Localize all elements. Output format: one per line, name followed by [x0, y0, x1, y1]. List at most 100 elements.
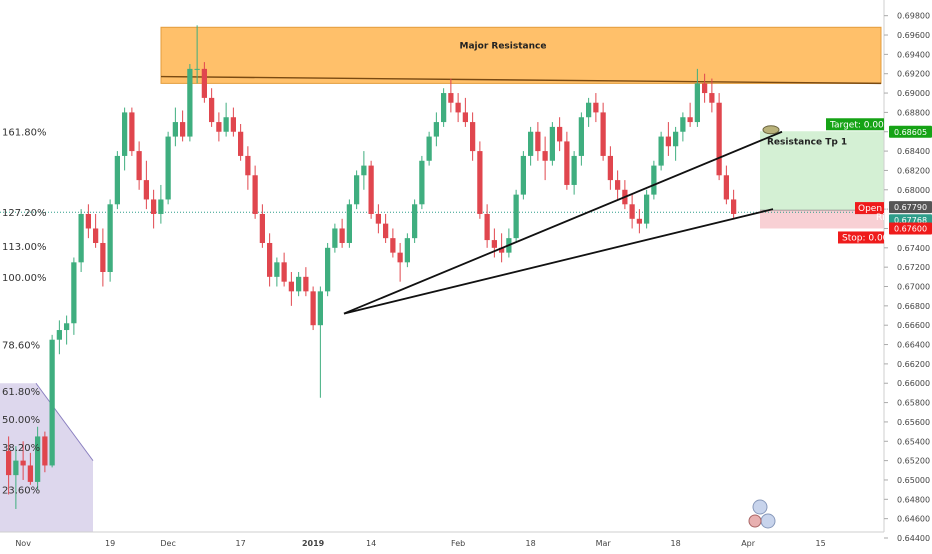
candle[interactable]: [64, 323, 70, 331]
candle[interactable]: [85, 213, 91, 229]
candle[interactable]: [375, 213, 381, 224]
candle[interactable]: [709, 93, 715, 103]
candle[interactable]: [165, 136, 171, 200]
candle[interactable]: [20, 460, 26, 466]
candle[interactable]: [694, 83, 700, 123]
candle[interactable]: [56, 330, 62, 340]
candle[interactable]: [665, 136, 671, 147]
event-flag-icon[interactable]: [748, 514, 762, 528]
candle[interactable]: [6, 450, 12, 476]
candle[interactable]: [687, 117, 693, 123]
candle[interactable]: [42, 436, 48, 466]
candle[interactable]: [259, 213, 265, 243]
candle[interactable]: [441, 93, 447, 123]
candle[interactable]: [368, 165, 374, 214]
candle[interactable]: [325, 247, 331, 292]
candle[interactable]: [114, 155, 120, 205]
candle[interactable]: [470, 122, 476, 152]
candle[interactable]: [107, 204, 113, 272]
candle[interactable]: [680, 117, 686, 132]
candle[interactable]: [644, 194, 650, 224]
candle[interactable]: [201, 68, 207, 98]
candle[interactable]: [288, 281, 294, 292]
candle[interactable]: [194, 68, 200, 70]
candle[interactable]: [462, 112, 468, 123]
candle[interactable]: [93, 228, 99, 243]
candle[interactable]: [122, 112, 128, 156]
candle[interactable]: [455, 102, 461, 113]
candle[interactable]: [578, 117, 584, 156]
target-zone[interactable]: [760, 131, 884, 211]
candle[interactable]: [27, 465, 33, 482]
resistance-zone[interactable]: [160, 26, 882, 84]
candle[interactable]: [723, 175, 729, 200]
trendline-upper[interactable]: [343, 130, 783, 315]
stop-label[interactable]: Stop: 0.001: [842, 233, 894, 243]
candle[interactable]: [100, 242, 106, 272]
candle[interactable]: [383, 223, 389, 239]
candle[interactable]: [731, 199, 737, 214]
candle[interactable]: [636, 218, 642, 224]
candle[interactable]: [491, 240, 497, 248]
candle[interactable]: [390, 238, 396, 253]
candle[interactable]: [535, 131, 541, 152]
candle[interactable]: [303, 276, 309, 292]
candle[interactable]: [296, 276, 302, 292]
candle[interactable]: [158, 199, 164, 214]
candle[interactable]: [433, 122, 439, 137]
candle[interactable]: [180, 122, 186, 137]
candle[interactable]: [607, 155, 613, 181]
candle[interactable]: [615, 180, 621, 190]
candle[interactable]: [716, 102, 722, 176]
candle[interactable]: [593, 102, 599, 113]
candle[interactable]: [419, 160, 425, 205]
candle[interactable]: [274, 262, 280, 277]
candle[interactable]: [426, 136, 432, 161]
candle[interactable]: [354, 175, 360, 205]
event-flag-icon[interactable]: [760, 513, 776, 529]
candle[interactable]: [78, 213, 84, 263]
open-label[interactable]: Open P&: [858, 204, 897, 214]
candle[interactable]: [557, 126, 563, 142]
candle[interactable]: [404, 238, 410, 263]
candle[interactable]: [209, 97, 215, 123]
candle[interactable]: [397, 252, 403, 263]
candle[interactable]: [571, 155, 577, 185]
candle[interactable]: [346, 204, 352, 243]
candle[interactable]: [267, 242, 273, 277]
candle[interactable]: [484, 213, 490, 241]
candle[interactable]: [586, 102, 592, 118]
candle[interactable]: [549, 126, 555, 161]
target-label[interactable]: Target: 0.0081: [829, 120, 895, 130]
candle[interactable]: [143, 180, 149, 200]
candle[interactable]: [223, 117, 229, 132]
candle[interactable]: [151, 199, 157, 214]
candle[interactable]: [528, 131, 534, 156]
candle[interactable]: [600, 112, 606, 156]
candle[interactable]: [317, 291, 323, 326]
candle[interactable]: [49, 339, 55, 466]
candle[interactable]: [673, 131, 679, 147]
candle[interactable]: [35, 436, 41, 482]
candle[interactable]: [252, 175, 258, 214]
candle[interactable]: [477, 151, 483, 214]
candle[interactable]: [412, 204, 418, 239]
candle[interactable]: [361, 165, 367, 176]
trendline-lower[interactable]: [343, 208, 774, 315]
candle[interactable]: [245, 155, 251, 176]
candle[interactable]: [513, 194, 519, 239]
candle[interactable]: [281, 262, 287, 282]
candle[interactable]: [702, 83, 708, 94]
candle[interactable]: [187, 68, 193, 137]
candle[interactable]: [499, 247, 505, 253]
candle[interactable]: [216, 122, 222, 132]
candle[interactable]: [339, 228, 345, 243]
candle[interactable]: [658, 136, 664, 166]
event-flag-icon[interactable]: [752, 499, 768, 515]
candle[interactable]: [629, 204, 635, 219]
stop-zone[interactable]: [760, 210, 884, 229]
candle[interactable]: [129, 112, 135, 152]
candle[interactable]: [542, 151, 548, 161]
candle[interactable]: [332, 228, 338, 248]
